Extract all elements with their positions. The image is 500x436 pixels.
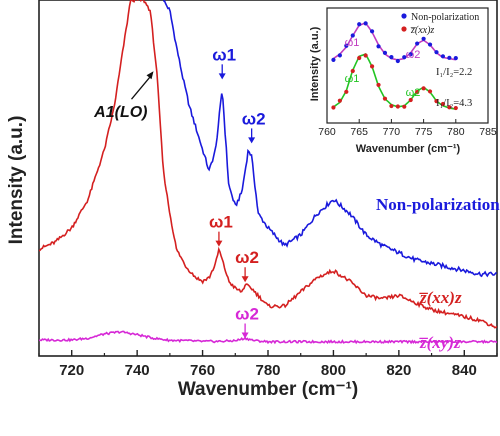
- inset-x-axis-title: Wavenumber (cm⁻¹): [356, 143, 461, 155]
- inset-point-0-18: [447, 55, 452, 60]
- inset-y-axis-title: Intensity (a.u.): [309, 26, 321, 101]
- inset-frame: [326, 7, 489, 124]
- arrowhead-2: [248, 137, 256, 144]
- inset-point-1-5: [363, 53, 368, 58]
- annotation-omega1-nonpol: ω1: [212, 45, 236, 64]
- x-tick-label-2: 760: [190, 362, 215, 379]
- annotation-omega2-xy: ω2: [235, 304, 259, 323]
- inset-point-1-0: [331, 105, 336, 110]
- series-label-xy: z̅(xy)z: [419, 333, 461, 352]
- inset-point-1-2: [344, 89, 349, 94]
- inset-x-axis: 760 765 770 775 780 785: [318, 119, 497, 138]
- main-y-axis-title: Intensity (a.u.): [6, 116, 27, 245]
- inset-point-0-16: [434, 50, 439, 55]
- inset-point-1-10: [395, 104, 400, 109]
- inset-x-tick-label-3: 775: [415, 126, 433, 138]
- inset-point-1-16: [434, 99, 439, 104]
- arrowhead-1: [218, 73, 226, 80]
- annotation-omega2-xx: ω2: [235, 248, 259, 267]
- main-x-axis: 720 740 760 780 800 820 840: [38, 350, 498, 379]
- inset-point-1-15: [427, 89, 433, 94]
- inset-point-0-14: [421, 36, 426, 41]
- inset-point-0-17: [440, 54, 446, 59]
- series-line-2: [39, 330, 497, 345]
- inset-point-0-9: [389, 54, 394, 60]
- main-series-group: [39, 0, 497, 345]
- series-label-non-polarization: Non-polarization: [376, 195, 500, 214]
- inset-point-1-19: [453, 105, 458, 111]
- inset-omega2-xx: ω2: [406, 87, 421, 99]
- inset-omega2-nonpol: ω2: [406, 49, 421, 61]
- inset-point-0-12: [408, 52, 413, 57]
- inset-point-0-11: [402, 55, 407, 60]
- inset-ratio-xx: I₁/I₂=4.3: [436, 98, 472, 109]
- arrowhead-4: [241, 276, 249, 283]
- series-label-xx: z̅(xx)z: [419, 288, 462, 307]
- inset-x-tick-label-2: 770: [383, 126, 401, 138]
- x-tick-label-6: 840: [452, 362, 477, 379]
- inset-point-1-18: [447, 105, 452, 110]
- series-line-0: [162, 0, 497, 278]
- inset-point-0-13: [415, 41, 420, 46]
- inset-legend-nonpol: Non-polarization: [411, 12, 479, 23]
- inset-point-1-14: [421, 86, 426, 91]
- inset-legend-marker-nonpol: [401, 13, 407, 19]
- inset-omega1-nonpol: ω1: [345, 37, 360, 49]
- inset-point-1-3: [350, 68, 355, 74]
- inset-ratio-nonpol: I₁/I₂=2.2: [436, 67, 472, 78]
- inset-x-tick-label-4: 780: [447, 126, 465, 138]
- arrowhead-a1lo: [146, 71, 154, 80]
- inset-series-group: [331, 21, 458, 111]
- inset-point-0-7: [376, 44, 381, 49]
- inset-point-1-6: [369, 64, 375, 69]
- annotation-omega2-nonpol: ω2: [242, 109, 266, 128]
- inset-point-0-5: [363, 21, 368, 26]
- inset-point-1-11: [402, 104, 407, 109]
- inset-legend-xx: z̅(xx)z: [410, 25, 435, 36]
- inset-x-tick-label-1: 765: [350, 126, 368, 138]
- inset-point-1-9: [389, 103, 394, 109]
- inset-x-tick-label-0: 760: [318, 126, 336, 138]
- inset-point-0-0: [331, 57, 336, 63]
- inset-point-1-7: [376, 82, 381, 88]
- inset-point-1-13: [415, 89, 420, 95]
- inset-point-0-3: [350, 33, 355, 38]
- arrowhead-3: [215, 240, 223, 247]
- x-tick-label-0: 720: [59, 362, 84, 379]
- inset-point-0-8: [382, 50, 388, 55]
- x-tick-label-3: 780: [255, 362, 280, 379]
- inset-point-1-12: [408, 97, 413, 103]
- inset-point-1-17: [440, 101, 446, 107]
- inset-point-1-8: [382, 96, 388, 101]
- annotation-omega1-xx: ω1: [209, 213, 233, 232]
- main-annotations: A1(LO) ω1 ω2 ω1 ω2 ω2: [93, 45, 265, 323]
- x-tick-label-4: 800: [321, 362, 346, 379]
- inset-point-0-10: [395, 58, 400, 64]
- inset-omega1-xx: ω1: [345, 73, 360, 85]
- inset-point-0-1: [337, 53, 342, 58]
- x-tick-label-5: 820: [386, 362, 411, 379]
- inset-point-1-4: [357, 55, 362, 61]
- arrow-a1lo: [131, 74, 152, 100]
- inset-point-1-1: [337, 98, 342, 103]
- inset-legend-marker-xx: [401, 26, 407, 32]
- arrowhead-5: [241, 332, 249, 339]
- inset-x-tick-label-5: 785: [479, 126, 497, 138]
- inset-point-0-19: [453, 55, 458, 61]
- annotation-arrows: [131, 64, 256, 339]
- x-tick-label-1: 740: [125, 362, 150, 379]
- main-x-axis-title: Wavenumber (cm⁻¹): [178, 379, 358, 400]
- series-line-1: [39, 0, 497, 329]
- inset-point-0-6: [369, 29, 375, 34]
- annotation-a1lo: A1(LO): [93, 104, 147, 121]
- inset-point-0-4: [357, 22, 362, 27]
- inset-point-0-15: [427, 42, 433, 47]
- inset-point-0-2: [344, 43, 349, 48]
